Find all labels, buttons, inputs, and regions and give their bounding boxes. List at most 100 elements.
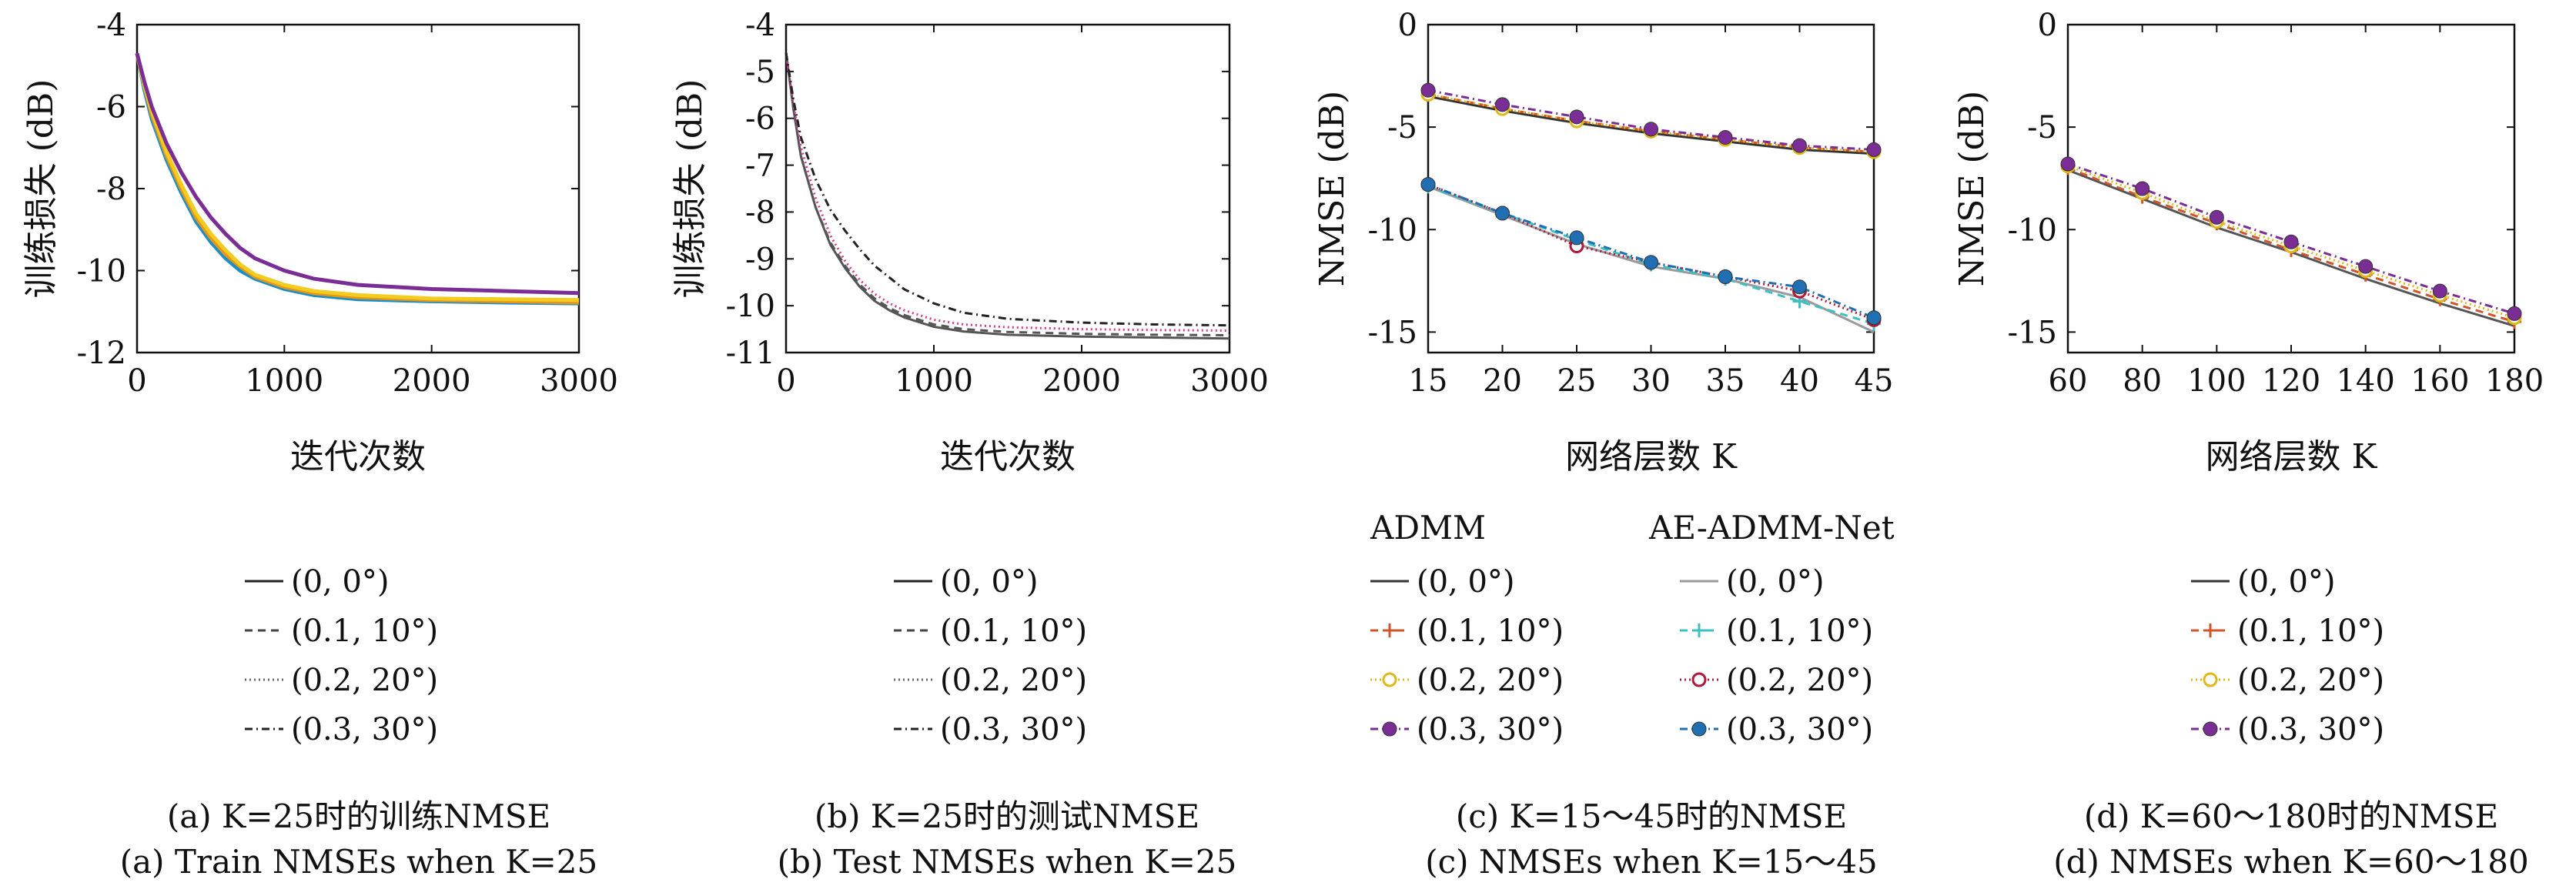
data-point bbox=[2283, 234, 2299, 249]
legend-label: (0.2, 20°) bbox=[940, 663, 1087, 698]
caption-en: (b) Test NMSEs when K=25 bbox=[778, 843, 1237, 881]
caption-cn: (d) K=60～180时的NMSE bbox=[2084, 797, 2498, 835]
data-point bbox=[1644, 122, 1658, 137]
legend-label: (0.1, 10°) bbox=[1726, 613, 1873, 649]
legend-label: (0, 0°) bbox=[2237, 564, 2336, 600]
series-line bbox=[135, 52, 580, 306]
y-tick-label: -10 bbox=[726, 289, 775, 324]
x-tick-label: 140 bbox=[2336, 363, 2394, 399]
x-tick-label: 45 bbox=[1855, 363, 1894, 399]
legend-label: (0.2, 20°) bbox=[1726, 663, 1873, 698]
series-line bbox=[1427, 183, 1875, 319]
x-axis-label: 网络层数 K bbox=[1565, 437, 1738, 476]
y-tick-label: -10 bbox=[2008, 212, 2057, 248]
x-axis-label: 迭代次数 bbox=[940, 437, 1076, 476]
series-line bbox=[785, 52, 1230, 336]
y-tick-label: -5 bbox=[1387, 110, 1417, 145]
legend-marker bbox=[1382, 672, 1397, 687]
legend-label: (0.2, 20°) bbox=[2237, 663, 2384, 698]
caption-cn: (a) K=25时的训练NMSE bbox=[167, 797, 550, 835]
legend-header: ADMM bbox=[1370, 509, 1486, 547]
legend-label: (0.1, 10°) bbox=[1417, 613, 1564, 649]
legend-marker bbox=[2203, 624, 2217, 637]
series-line bbox=[1427, 89, 1875, 151]
panel-c: 15 20 25 30 35 40 45 0 -5 -10 -15 NMSE (dB) 网络层数 K AD… bbox=[1313, 8, 1895, 881]
x-tick-label: 2000 bbox=[1042, 363, 1121, 399]
data-point bbox=[1866, 142, 1882, 157]
x-tick-label: 1000 bbox=[245, 363, 323, 399]
x-tick-label: 30 bbox=[1631, 363, 1671, 399]
y-tick-label: -8 bbox=[745, 195, 775, 230]
legend-label: (0.3, 30°) bbox=[2237, 712, 2384, 747]
legend-label: (0.1, 10°) bbox=[2237, 613, 2384, 649]
y-tick-label: -4 bbox=[745, 8, 775, 43]
x-tick-label: 40 bbox=[1780, 363, 1819, 399]
data-point bbox=[2135, 181, 2150, 196]
caption-en: (a) Train NMSEs when K=25 bbox=[120, 843, 597, 881]
x-tick-label: 0 bbox=[127, 363, 146, 399]
x-tick-label: 15 bbox=[1409, 363, 1448, 399]
y-tick-label: -9 bbox=[745, 242, 775, 277]
y-tick-label: -6 bbox=[745, 102, 775, 137]
data-point bbox=[1718, 269, 1733, 284]
legend-marker bbox=[1382, 721, 1397, 737]
y-tick-label: 0 bbox=[2038, 8, 2057, 43]
caption-en: (d) NMSEs when K=60～180 bbox=[2053, 843, 2529, 881]
legend-label: (0.3, 30°) bbox=[940, 712, 1087, 747]
data-point bbox=[1569, 109, 1584, 125]
data-point bbox=[2432, 283, 2447, 299]
legend-label: (0.3, 30°) bbox=[291, 712, 438, 747]
x-tick-label: 100 bbox=[2187, 363, 2246, 399]
legend-marker bbox=[1691, 721, 1707, 737]
plot-frame bbox=[785, 23, 1231, 354]
legend-header: AE-ADMM-Net bbox=[1648, 509, 1895, 547]
legend-label: (0, 0°) bbox=[291, 564, 390, 600]
data-point bbox=[1495, 206, 1510, 221]
legend-label: (0, 0°) bbox=[940, 564, 1039, 600]
series-line bbox=[785, 52, 1230, 340]
legend-label: (0.2, 20°) bbox=[291, 663, 438, 698]
legend-label: (0.2, 20°) bbox=[1417, 663, 1564, 698]
legend-label: (0.1, 10°) bbox=[940, 613, 1087, 649]
data-point bbox=[1866, 310, 1882, 326]
data-point bbox=[1792, 138, 1807, 153]
legend-marker bbox=[1383, 624, 1397, 637]
x-tick-label: 160 bbox=[2410, 363, 2469, 399]
series-line bbox=[135, 52, 580, 296]
y-tick-label: -10 bbox=[77, 254, 126, 289]
caption-cn: (c) K=15～45时的NMSE bbox=[1456, 797, 1847, 835]
y-axis-label: 训练损失 (dB) bbox=[22, 79, 61, 299]
y-tick-label: -10 bbox=[1368, 212, 1417, 248]
y-tick-label: -15 bbox=[2008, 315, 2057, 350]
y-tick-label: -15 bbox=[1368, 315, 1417, 350]
y-axis-label: NMSE (dB) bbox=[1313, 91, 1352, 287]
series-line bbox=[785, 52, 1230, 327]
y-tick-label: -8 bbox=[96, 172, 126, 207]
data-point bbox=[1718, 129, 1733, 145]
series-line bbox=[135, 52, 580, 305]
x-tick-label: 35 bbox=[1706, 363, 1745, 399]
legend-label: (0, 0°) bbox=[1417, 564, 1515, 600]
data-point bbox=[1420, 177, 1436, 192]
caption-cn: (b) K=25时的测试NMSE bbox=[815, 797, 1199, 835]
legend-marker bbox=[1691, 672, 1707, 687]
data-point bbox=[2358, 259, 2374, 274]
data-point bbox=[1792, 279, 1807, 295]
y-tick-label: -12 bbox=[77, 336, 126, 371]
data-point bbox=[1569, 230, 1584, 246]
y-tick-label: -6 bbox=[96, 90, 126, 125]
y-tick-label: 0 bbox=[1398, 8, 1417, 43]
data-point bbox=[2060, 156, 2076, 172]
y-tick-label: -7 bbox=[745, 149, 775, 184]
x-tick-label: 180 bbox=[2485, 363, 2544, 399]
data-point bbox=[1495, 97, 1510, 112]
x-tick-label: 3000 bbox=[1190, 363, 1269, 399]
series-line bbox=[135, 52, 580, 303]
legend-marker bbox=[1692, 624, 1706, 637]
caption-en: (c) NMSEs when K=15～45 bbox=[1425, 843, 1877, 881]
panel-d: 60 80 100 120 140 160 180 0 -5 -10 -15 NMSE (dB) 网络层… bbox=[1952, 8, 2544, 881]
y-axis-label: 训练损失 (dB) bbox=[671, 79, 710, 299]
x-tick-label: 3000 bbox=[540, 363, 618, 399]
y-tick-label: -11 bbox=[726, 336, 775, 371]
